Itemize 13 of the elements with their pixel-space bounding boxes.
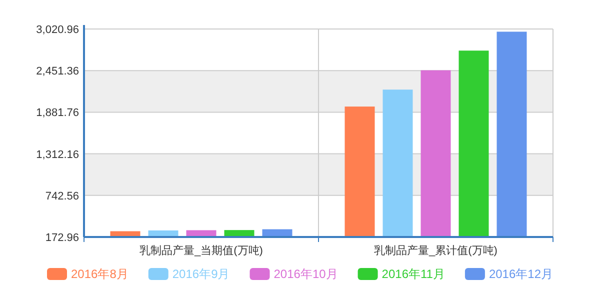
x-tick-label: 乳制品产量_累计值(万吨) — [374, 244, 498, 257]
y-tick-label: 2,451.36 — [36, 66, 79, 78]
y-tick-label: 1,881.76 — [36, 107, 79, 120]
legend-label: 2016年12月 — [488, 267, 553, 281]
x-tick-label: 乳制品产量_当期值(万吨) — [140, 244, 263, 257]
y-tick-label: 172.96 — [45, 232, 79, 244]
y-tick-label: 742.56 — [45, 190, 79, 202]
y-tick-label: 1,312.16 — [36, 148, 79, 161]
legend-label: 2016年11月 — [382, 267, 445, 281]
legend-label: 2016年8月 — [71, 267, 128, 281]
legend-label: 2016年9月 — [172, 267, 230, 281]
legend-label: 2016年10月 — [274, 267, 338, 281]
y-tick-label: 3,020.96 — [36, 24, 79, 36]
